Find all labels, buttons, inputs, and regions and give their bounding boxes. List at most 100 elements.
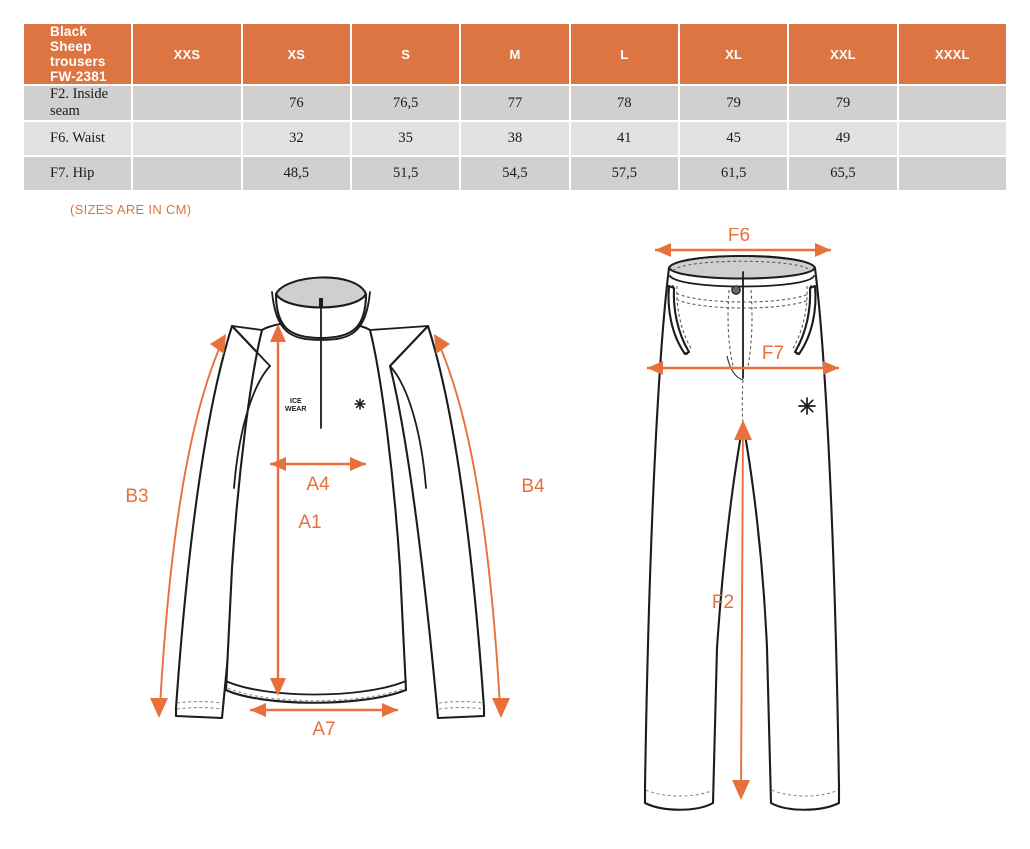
trousers-body	[643, 258, 841, 811]
a1-arrow-top	[270, 324, 286, 342]
table-cell: 49	[789, 122, 897, 155]
size-chart-table: Black Sheep trousers FW-2381 XXS XS S M …	[22, 22, 1008, 192]
row-label: F6. Waist	[24, 122, 132, 155]
table-cell: 79	[679, 86, 788, 120]
table-cell: 77	[461, 86, 569, 120]
right-pocket-detail	[793, 284, 817, 356]
column-header-xxs: XXS	[133, 24, 241, 84]
table-cell: 61,5	[679, 157, 788, 190]
sweater-diagram: ICE WEAR A4 A1	[125, 276, 545, 740]
table-cell: 45	[679, 122, 788, 155]
a7-arrow-right	[382, 703, 398, 717]
brand-logo-line2: WEAR	[285, 406, 306, 413]
table-row: F2. Inside seam 76 76,5 77 78 79 79	[24, 86, 1006, 120]
b4-arrow-bottom	[492, 698, 510, 718]
waist-button-icon	[731, 285, 741, 295]
table-cell	[898, 157, 1006, 190]
a4-arrow-right	[350, 457, 366, 471]
table-row: F7. Hip 48,5 51,5 54,5 57,5 61,5 65,5	[24, 157, 1006, 190]
dimension-a1: A1	[270, 324, 322, 696]
table-cell: 79	[789, 86, 897, 120]
left-pocket-stitch	[676, 285, 693, 351]
a7-arrow-left	[250, 703, 266, 717]
left-pocket-detail	[667, 284, 691, 356]
table-cell: 32	[242, 122, 350, 155]
dimension-a4: A4	[270, 457, 366, 495]
table-cell: 35	[351, 122, 460, 155]
table-cell: 76,5	[351, 86, 460, 120]
right-shoulder-seam	[369, 325, 429, 331]
right-cuff-stitch-2	[438, 706, 484, 710]
units-note: (SIZES ARE IN CM)	[70, 202, 192, 217]
right-armhole-curve	[389, 365, 427, 489]
table-header-row: Black Sheep trousers FW-2381 XXS XS S M …	[24, 24, 1006, 84]
b3-arrow-top	[210, 334, 226, 354]
column-header-xl: XL	[679, 24, 788, 84]
f2-arrow-bottom	[732, 780, 750, 800]
dimension-f6: F6	[655, 228, 831, 257]
trousers-diagram: F6 F7 F2	[643, 228, 841, 811]
left-armhole-curve	[233, 365, 271, 489]
a1-arrow-bottom	[270, 678, 286, 696]
column-header-xs: XS	[242, 24, 350, 84]
table-cell: 48,5	[242, 157, 350, 190]
dimension-f2: F2	[712, 420, 752, 800]
table-cell: 51,5	[351, 157, 460, 190]
b3-arrow-bottom	[150, 698, 168, 718]
sweater-body	[224, 320, 408, 704]
f2-arrow-top	[734, 420, 752, 440]
b4-arrow-top	[434, 334, 450, 354]
dimension-label-a1: A1	[298, 512, 321, 533]
snowflake-icon	[798, 397, 816, 415]
left-cuff-stitch	[176, 700, 222, 704]
table-cell	[133, 122, 241, 155]
dimension-a7: A7	[250, 703, 398, 740]
fly-stitch-right	[747, 289, 753, 367]
row-label: F7. Hip	[24, 157, 132, 190]
f6-arrow-left	[655, 243, 671, 257]
dimension-label-b3: B3	[125, 486, 148, 507]
f6-arrow-right	[815, 243, 831, 257]
table-cell	[898, 122, 1006, 155]
table-row: F6. Waist 32 35 38 41 45 49	[24, 122, 1006, 155]
dimension-label-f2: F2	[712, 592, 734, 613]
table-cell: 54,5	[461, 157, 569, 190]
table-cell: 41	[570, 122, 678, 155]
fly-stitch-left	[727, 289, 734, 367]
dimension-label-a4: A4	[306, 474, 330, 495]
table-cell: 76	[242, 86, 350, 120]
f7-arrow-right	[823, 361, 839, 375]
waistband-inner-stitch	[672, 260, 812, 272]
dimension-f7: F7	[647, 343, 839, 375]
sweater-right-sleeve	[388, 324, 486, 720]
brand-logo-line1: ICE	[290, 398, 302, 405]
table-cell: 78	[570, 86, 678, 120]
sweater-hem-stitch	[227, 687, 406, 702]
left-shoulder-seam	[231, 325, 263, 331]
right-pocket-stitch	[791, 285, 808, 351]
column-header-s: S	[351, 24, 460, 84]
fly-curve	[726, 355, 744, 381]
row-label: F2. Inside seam	[24, 86, 132, 120]
dimension-label-b4: B4	[521, 476, 545, 497]
left-cuff-stitch-2	[176, 706, 222, 710]
dimension-b4: B4	[434, 334, 545, 718]
column-header-xxxl: XXXL	[898, 24, 1006, 84]
dimension-b3: B3	[125, 334, 226, 718]
zipper-pull-icon	[319, 298, 323, 308]
right-cuff-stitch	[771, 789, 839, 797]
table-cell	[898, 86, 1006, 120]
table-header: Black Sheep trousers FW-2381 XXS XS S M …	[24, 24, 1006, 84]
table-body: F2. Inside seam 76 76,5 77 78 79 79 F6. …	[24, 86, 1006, 190]
f7-arrow-left	[647, 361, 663, 375]
left-cuff-stitch	[645, 789, 714, 797]
table-cell	[133, 86, 241, 120]
column-header-xxl: XXL	[789, 24, 897, 84]
right-cuff-stitch	[438, 700, 484, 704]
left-raglan-seam	[231, 325, 271, 367]
table-cell	[133, 157, 241, 190]
snowflake-icon	[354, 398, 366, 410]
waistband-top-edge	[668, 255, 816, 269]
column-header-m: M	[461, 24, 569, 84]
